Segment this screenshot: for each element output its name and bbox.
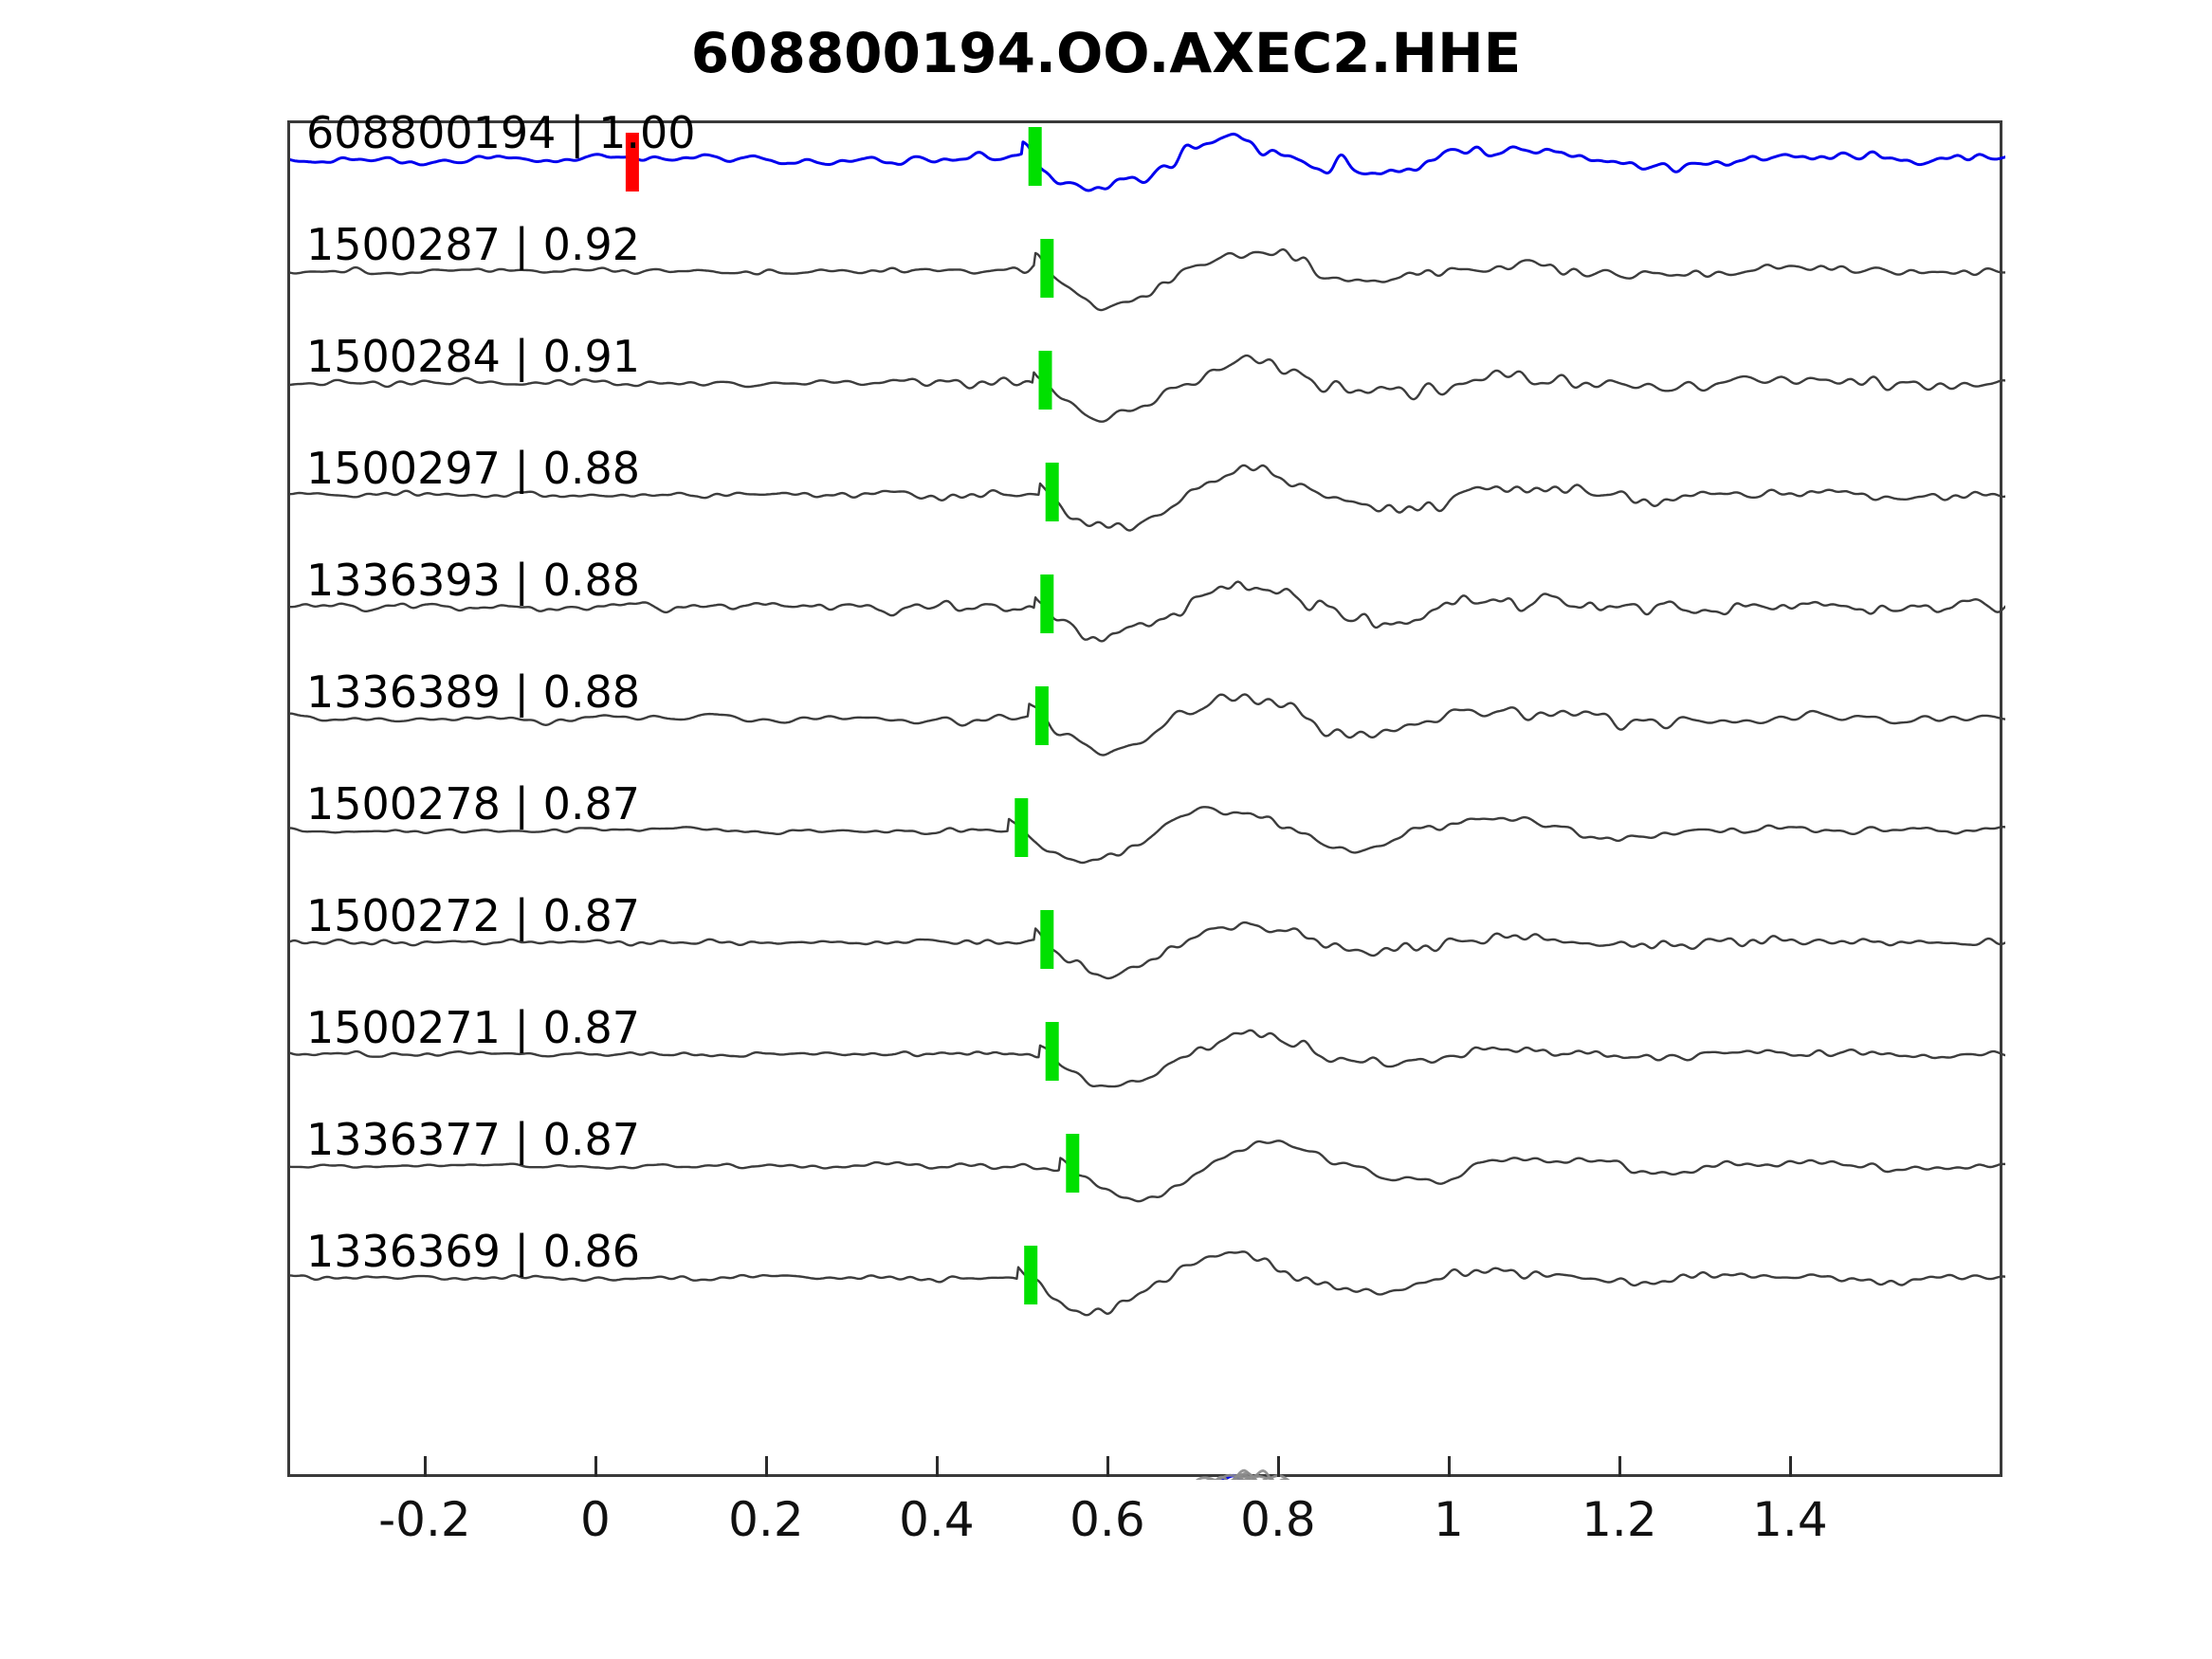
stack-overlay-trace <box>1233 1475 1272 1480</box>
pick-marker-green <box>1040 910 1054 969</box>
origin-marker-red <box>625 133 639 191</box>
trace-label: 1500284 | 0.91 <box>306 331 641 382</box>
x-tick-label: 0 <box>579 1492 611 1547</box>
stack-overlay-trace <box>1205 1472 1253 1480</box>
trace-label: 1336369 | 0.86 <box>306 1226 641 1277</box>
pick-marker-green <box>1045 1022 1059 1081</box>
x-tick-label: 1.4 <box>1752 1492 1828 1547</box>
pick-marker-green <box>1028 127 1042 186</box>
waveform-trace <box>290 1250 2005 1317</box>
x-tick-label: 0.8 <box>1240 1492 1316 1547</box>
x-tick-mark <box>764 1456 768 1477</box>
waveform-trace <box>290 806 2005 865</box>
stack-overlay-trace <box>1234 1471 1275 1480</box>
x-tick-mark <box>594 1456 597 1477</box>
pick-marker-green <box>1015 798 1029 857</box>
pick-marker-green <box>1038 351 1052 410</box>
page-title: 608800194.OO.AXEC2.HHE <box>690 21 1522 85</box>
x-tick-label: 0.6 <box>1069 1492 1145 1547</box>
x-tick-mark <box>423 1456 427 1477</box>
x-tick-label: 0.4 <box>899 1492 975 1547</box>
waveform-trace <box>290 921 2005 980</box>
x-tick-mark <box>1106 1456 1109 1477</box>
x-tick-label: 1 <box>1433 1492 1464 1547</box>
stack-overlay-trace <box>1215 1475 1252 1480</box>
pick-marker-green <box>1040 239 1054 298</box>
pick-marker-green <box>1040 574 1054 633</box>
x-tick-label: 0.2 <box>728 1492 804 1547</box>
trace-label: 1500278 | 0.87 <box>306 778 641 830</box>
trace-label: 1500272 | 0.87 <box>306 890 641 941</box>
stack-overlay-trace <box>1195 1476 1216 1480</box>
waveform-trace <box>290 1029 2005 1088</box>
x-tick-mark <box>1276 1456 1280 1477</box>
pick-marker-green <box>1066 1134 1080 1193</box>
trace-label: 1336393 | 0.88 <box>306 555 641 606</box>
trace-label: 1500287 | 0.92 <box>306 219 641 270</box>
trace-label: 1500297 | 0.88 <box>306 443 641 494</box>
waveform-trace <box>290 1139 2005 1203</box>
stack-overlay-trace <box>1231 1474 1245 1480</box>
trace-label: 1500271 | 0.87 <box>306 1002 641 1053</box>
trace-label: 1336389 | 0.88 <box>306 666 641 718</box>
plot-axes <box>287 120 2005 1480</box>
stack-overlay-trace <box>1230 1468 1273 1480</box>
x-tick-mark <box>935 1456 939 1477</box>
trace-label: 608800194 | 1.00 <box>306 107 696 158</box>
waveform-trace <box>290 247 2005 312</box>
x-tick-label: -0.2 <box>378 1492 471 1547</box>
x-tick-mark <box>1447 1456 1451 1477</box>
waveform-canvas <box>290 127 2005 1480</box>
x-tick-label: 1.2 <box>1581 1492 1657 1547</box>
waveform-trace <box>290 354 2005 423</box>
waveform-trace <box>290 693 2005 757</box>
stack-overlay-trace <box>1251 1474 1290 1480</box>
waveform-trace <box>290 580 2005 643</box>
x-tick-mark <box>1788 1456 1792 1477</box>
trace-label: 1336377 | 0.87 <box>306 1114 641 1165</box>
pick-marker-green <box>1045 463 1059 521</box>
pick-marker-green <box>1034 686 1049 745</box>
pick-marker-green <box>1024 1246 1038 1304</box>
x-tick-mark <box>1618 1456 1621 1477</box>
waveform-trace <box>290 464 2005 532</box>
stack-highlight-trace <box>1218 1473 1244 1480</box>
waveform-trace <box>290 132 2005 192</box>
